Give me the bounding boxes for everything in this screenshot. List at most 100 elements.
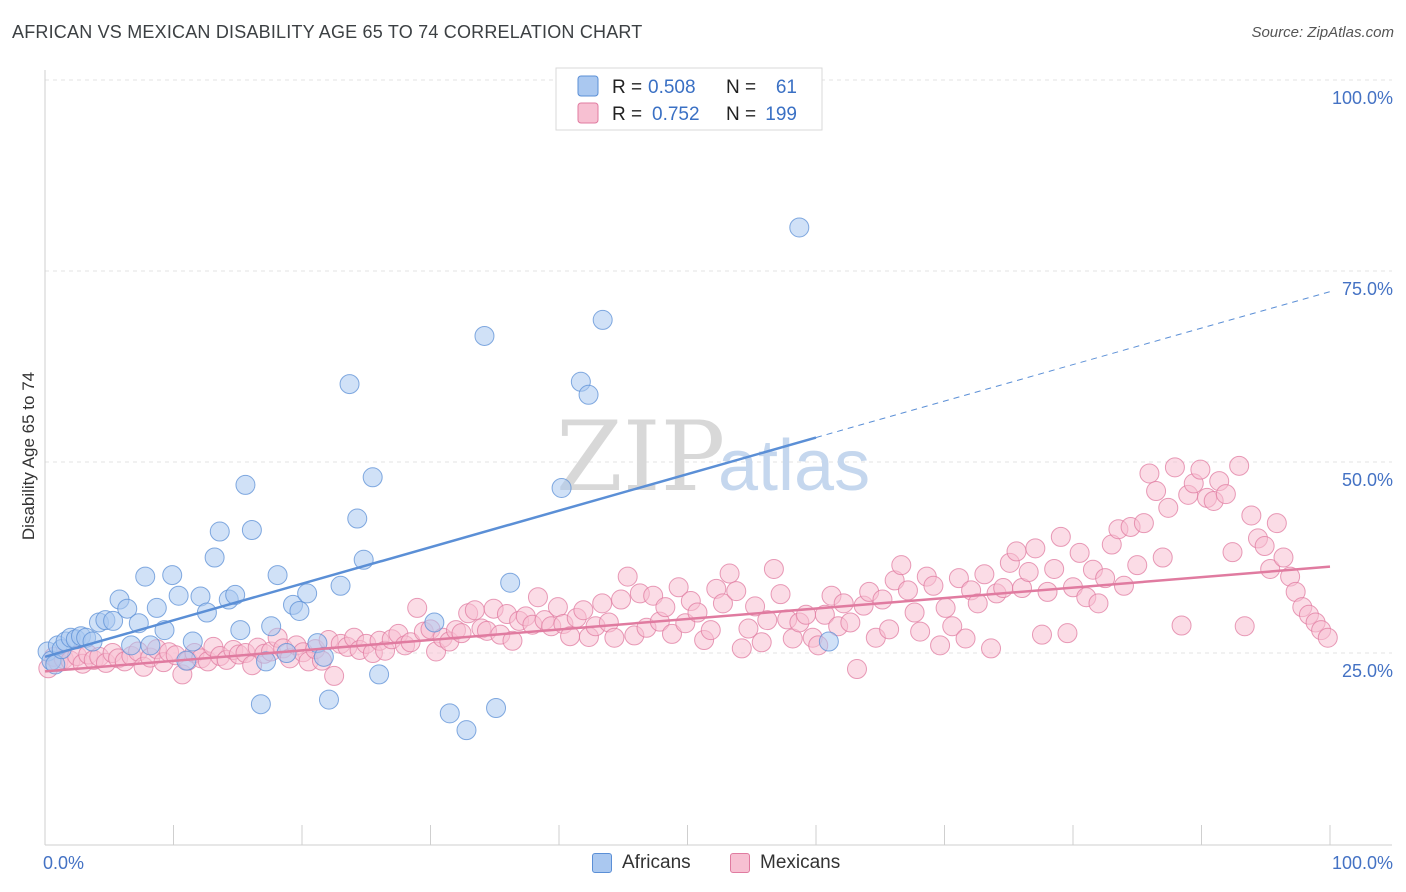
legend-n-label-mexicans: N = (726, 104, 756, 125)
africans-point-31 (225, 584, 246, 605)
mexicans-point-144 (948, 568, 969, 589)
mexicans-point-166 (1088, 593, 1109, 614)
bottom-legend: Africans Mexicans (0, 852, 1406, 878)
mexicans-point-188 (1229, 455, 1250, 476)
mexicans-trend-line (44, 565, 1331, 673)
mexicans-point-90 (604, 627, 625, 648)
mexicans-point-111 (738, 618, 759, 639)
mexicans-point-135 (891, 555, 912, 576)
mexicans-point-113 (751, 632, 772, 653)
africans-trend-extension (815, 291, 1331, 439)
source-label: Source: ZipAtlas.com (1251, 24, 1394, 41)
africans-point-19 (140, 635, 161, 656)
mexicans-point-81 (547, 597, 568, 618)
mexicans-point-140 (923, 575, 944, 596)
mexicans-point-148 (974, 564, 995, 585)
mexicans-point-149 (981, 638, 1002, 659)
africans-point-29 (209, 521, 230, 542)
legend-swatch-africans (577, 75, 599, 97)
x-tick-label-1: 100.0% (1332, 853, 1393, 873)
africans-point-23 (168, 585, 189, 606)
mexicans-point-159 (1044, 558, 1065, 579)
y-tick-label-0: 25.0% (1342, 661, 1393, 681)
mexicans-point-91 (611, 589, 632, 610)
africans-point-13 (103, 610, 124, 631)
mexicans-point-142 (935, 597, 956, 618)
mexicans-point-66 (451, 623, 472, 644)
africans-point-56 (486, 698, 507, 719)
mexicans-point-107 (712, 593, 733, 614)
grid-lines (45, 79, 1392, 654)
legend-swatch-mexicans (577, 102, 599, 124)
mexicans-point-115 (763, 558, 784, 579)
africans-point-58 (551, 477, 572, 498)
africans-point-32 (230, 620, 251, 641)
mexicans-point-112 (745, 596, 766, 617)
y-tick-label-1: 50.0% (1342, 470, 1393, 490)
mexicans-point-167 (1095, 568, 1116, 589)
mexicans-point-59 (407, 597, 428, 618)
mexicans-point-157 (1031, 624, 1052, 645)
mexicans-point-163 (1069, 542, 1090, 563)
mexicans-point-192 (1254, 536, 1275, 557)
africans-point-22 (162, 565, 183, 586)
mexicans-point-96 (643, 585, 664, 606)
legend-n-label-africans: N = (726, 77, 756, 98)
legend-n-value-mexicans: 199 (765, 104, 797, 125)
mexicans-point-127 (840, 612, 861, 633)
africans-point-55 (474, 325, 495, 346)
mexicans-point-174 (1139, 463, 1160, 484)
africans-point-25 (182, 631, 203, 652)
africans-point-62 (789, 217, 810, 238)
bottom-swatch-mexicans (730, 853, 750, 873)
mexicans-point-99 (661, 623, 682, 644)
africans-point-33 (235, 474, 256, 495)
africans-point-34 (241, 519, 262, 540)
africans-point-38 (267, 565, 288, 586)
mexicans-point-179 (1171, 615, 1192, 636)
mexicans-point-158 (1037, 581, 1058, 602)
mexicans-point-156 (1025, 538, 1046, 559)
watermark-zip: ZIP (556, 401, 725, 513)
mexicans-point-109 (726, 581, 747, 602)
mexicans-point-147 (967, 593, 988, 614)
africans-point-42 (297, 583, 318, 604)
africans-point-47 (339, 374, 360, 395)
africans-point-48 (347, 508, 368, 529)
mexicans-point-186 (1215, 484, 1236, 505)
axes (44, 70, 1392, 846)
bottom-legend-africans: Africans (592, 852, 691, 874)
mexicans-point-68 (464, 600, 485, 621)
legend: R = 0.508 N = 61 R = 0.752 N = 199 (555, 67, 823, 131)
mexicans-point-190 (1241, 505, 1262, 526)
mexicans-point-137 (904, 602, 925, 623)
mexicans-point-170 (1113, 575, 1134, 596)
africans-point-53 (439, 703, 460, 724)
mexicans-point-98 (655, 597, 676, 618)
mexicans-point-100 (668, 577, 689, 598)
mexicans-point-92 (617, 566, 638, 587)
legend-r-label-africans: R = (612, 77, 642, 98)
mexicans-point-74 (502, 630, 523, 651)
y-tick-label-2: 75.0% (1342, 279, 1393, 299)
bottom-swatch-africans (592, 853, 612, 873)
mexicans-point-132 (872, 589, 893, 610)
bottom-legend-mexicans-label: Mexicans (760, 852, 841, 873)
africans-point-45 (318, 689, 339, 710)
mexicans-point-182 (1190, 459, 1211, 480)
bottom-legend-mexicans: Mexicans (730, 852, 840, 874)
bottom-legend-africans-label: Africans (622, 852, 691, 873)
mexicans-point-187 (1222, 542, 1243, 563)
mexicans-point-173 (1133, 513, 1154, 534)
africans-point-16 (121, 635, 142, 656)
africans-point-50 (362, 467, 383, 488)
africans-point-52 (424, 612, 445, 633)
africans-trend-line (44, 436, 817, 659)
mexicans-point-141 (930, 635, 951, 656)
mexicans-point-133 (879, 619, 900, 640)
mexicans-point-110 (731, 638, 752, 659)
mexicans-point-114 (757, 610, 778, 631)
mexicans-point-128 (846, 659, 867, 680)
africans-point-37 (261, 616, 282, 637)
africans-point-20 (146, 597, 167, 618)
